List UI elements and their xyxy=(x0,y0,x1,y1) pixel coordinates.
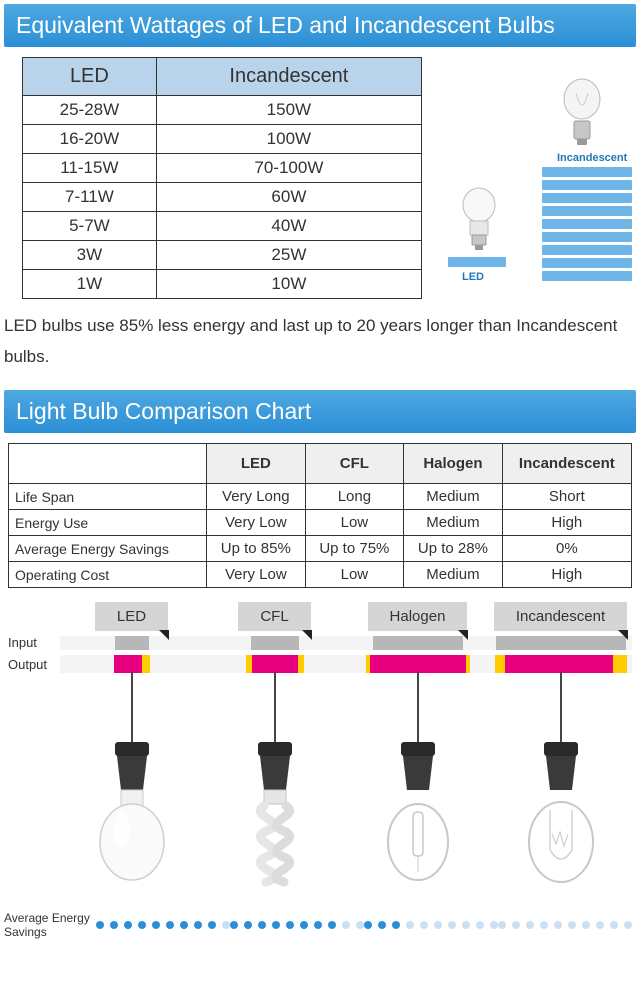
section-wattage: LEDIncandescent 25-28W150W16-20W100W11-1… xyxy=(0,57,640,299)
input-chip xyxy=(496,636,626,650)
aes-dot-group xyxy=(364,921,498,929)
banner-comparison-chart: Light Bulb Comparison Chart xyxy=(4,390,636,433)
output-chip xyxy=(114,655,150,673)
led-label: LED xyxy=(462,271,484,283)
input-row: Input xyxy=(8,635,632,650)
incandescent-pendant-icon xyxy=(489,672,632,907)
banner-equivalent-wattages: Equivalent Wattages of LED and Incandesc… xyxy=(4,4,636,47)
table-row: 1W10W xyxy=(23,270,422,299)
output-chip xyxy=(366,655,470,673)
led-bulb-icon xyxy=(456,187,502,253)
output-chip xyxy=(495,655,627,673)
aes-dot-group xyxy=(96,921,230,929)
halogen-pendant-icon xyxy=(346,672,489,907)
table-row: 5-7W40W xyxy=(23,212,422,241)
input-chip xyxy=(373,636,463,650)
io-section: LED CFL Halogen Incandescent Input Output xyxy=(0,596,640,673)
io-tab: CFL xyxy=(238,602,310,631)
incandescent-bulb-icon xyxy=(556,77,608,151)
comparison-header: CFL xyxy=(305,444,404,484)
table-row: 16-20W100W xyxy=(23,125,422,154)
table-row: Operating CostVery LowLowMediumHigh xyxy=(9,562,632,588)
bargraph: Incandescent LED xyxy=(442,57,636,287)
comparison-table: LEDCFLHalogenIncandescent Life SpanVery … xyxy=(8,443,632,588)
wattage-header: LED xyxy=(23,58,157,96)
aes-dot-group xyxy=(230,921,364,929)
io-tab: Halogen xyxy=(368,602,468,631)
average-energy-savings-row: Average Energy Savings xyxy=(0,907,640,939)
wattage-header: Incandescent xyxy=(156,58,421,96)
input-chip xyxy=(251,636,299,650)
output-chip xyxy=(246,655,304,673)
table-row: 25-28W150W xyxy=(23,96,422,125)
comparison-header: LED xyxy=(207,444,306,484)
incandescent-label: Incandescent xyxy=(557,152,627,164)
table-row: Life SpanVery LongLongMediumShort xyxy=(9,484,632,510)
aes-dot-group xyxy=(498,921,632,929)
description-text: LED bulbs use 85% less energy and last u… xyxy=(0,299,640,386)
output-label: Output xyxy=(8,657,60,672)
io-tab: Incandescent xyxy=(494,602,627,631)
output-row: Output xyxy=(8,655,632,673)
bulbs-illustration-row xyxy=(0,672,640,907)
table-row: 7-11W60W xyxy=(23,183,422,212)
table-row: Energy UseVery LowLowMediumHigh xyxy=(9,510,632,536)
comparison-header xyxy=(9,444,207,484)
io-tab: LED xyxy=(95,602,168,631)
cfl-pendant-icon xyxy=(203,672,346,907)
table-row: Average Energy SavingsUp to 85%Up to 75%… xyxy=(9,536,632,562)
wattage-table: LEDIncandescent 25-28W150W16-20W100W11-1… xyxy=(22,57,422,299)
aes-label: Average Energy Savings xyxy=(4,911,96,939)
table-row: 3W25W xyxy=(23,241,422,270)
input-chip xyxy=(115,636,149,650)
input-label: Input xyxy=(8,635,60,650)
table-row: 11-15W70-100W xyxy=(23,154,422,183)
comparison-header: Halogen xyxy=(404,444,503,484)
led-pendant-icon xyxy=(60,672,203,907)
comparison-header: Incandescent xyxy=(502,444,631,484)
